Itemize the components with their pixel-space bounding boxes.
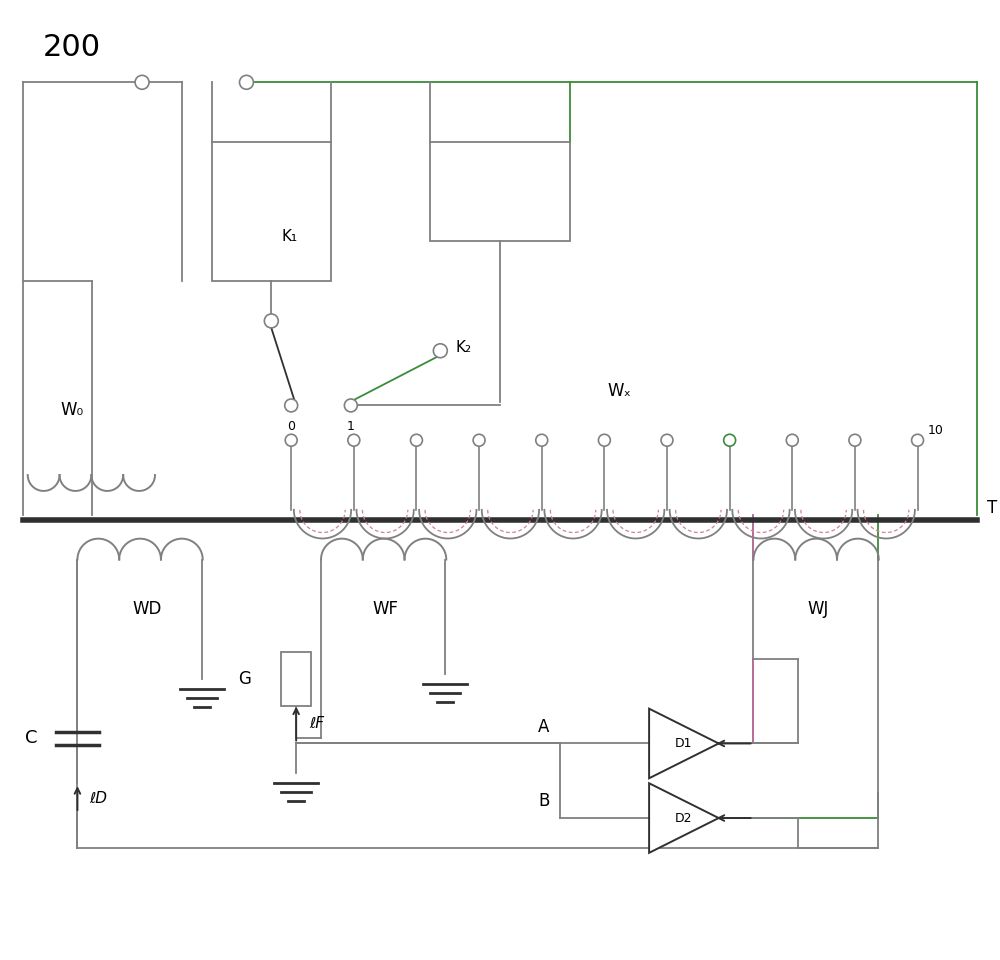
Bar [430, 142, 570, 241]
Circle shape [724, 434, 736, 446]
Bar [212, 142, 331, 281]
Circle shape [239, 75, 253, 89]
Text: ℓD: ℓD [89, 791, 107, 805]
Text: A: A [538, 717, 550, 735]
Polygon shape [649, 783, 719, 852]
Circle shape [410, 434, 422, 446]
Circle shape [433, 344, 447, 358]
Circle shape [285, 434, 297, 446]
Text: C: C [25, 730, 38, 748]
Text: D1: D1 [675, 737, 693, 750]
Text: WD: WD [132, 600, 162, 618]
Circle shape [348, 434, 360, 446]
Text: K₂: K₂ [455, 340, 471, 355]
Circle shape [661, 434, 673, 446]
Text: W₀: W₀ [61, 401, 84, 420]
Circle shape [135, 75, 149, 89]
Bar [281, 652, 311, 707]
Circle shape [285, 399, 298, 412]
Text: 200: 200 [43, 33, 101, 61]
Polygon shape [649, 708, 719, 779]
Text: B: B [538, 792, 550, 810]
Circle shape [786, 434, 798, 446]
Text: WJ: WJ [807, 600, 829, 618]
Text: ℓF: ℓF [309, 716, 324, 732]
Text: G: G [239, 670, 251, 688]
Circle shape [849, 434, 861, 446]
Text: 0: 0 [287, 420, 295, 433]
Circle shape [536, 434, 548, 446]
Text: WF: WF [373, 600, 399, 618]
Text: 10: 10 [927, 423, 943, 437]
Circle shape [912, 434, 924, 446]
Text: T: T [987, 499, 997, 516]
Circle shape [264, 314, 278, 328]
Circle shape [598, 434, 610, 446]
Text: K₁: K₁ [281, 228, 297, 244]
Circle shape [344, 399, 357, 412]
Text: Wₓ: Wₓ [607, 381, 631, 399]
Text: 1: 1 [347, 420, 355, 433]
Text: D2: D2 [675, 811, 693, 825]
Circle shape [473, 434, 485, 446]
